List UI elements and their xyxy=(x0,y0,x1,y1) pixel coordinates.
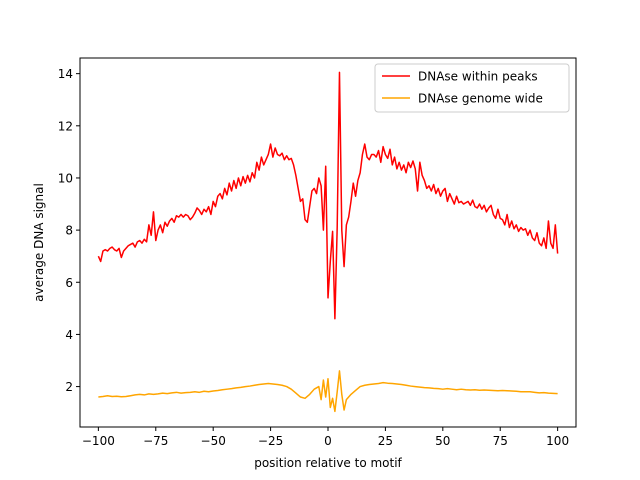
x-tick-label: −100 xyxy=(82,434,115,448)
legend: DNAse within peaks DNAse genome wide xyxy=(374,63,570,113)
x-tick-label: 50 xyxy=(435,434,450,448)
series-line-within-peaks xyxy=(97,71,559,320)
x-tick-label: −25 xyxy=(258,434,283,448)
y-tick-label: 10 xyxy=(58,171,73,185)
y-tick-label: 4 xyxy=(65,328,73,342)
series-line-genome-wide xyxy=(98,370,558,413)
legend-box xyxy=(374,63,570,113)
y-tick-label: 14 xyxy=(58,67,73,81)
y-axis-label: average DNA signal xyxy=(32,183,46,302)
x-tick-label: 100 xyxy=(546,434,569,448)
x-axis-label: position relative to motif xyxy=(254,456,402,470)
y-axis: 2 4 6 8 10 12 14 xyxy=(58,67,80,394)
series-layer xyxy=(97,71,559,413)
y-tick-label: 2 xyxy=(65,380,73,394)
x-tick-label: 25 xyxy=(378,434,393,448)
x-tick-label: −75 xyxy=(143,434,168,448)
x-axis: −100 −75 −50 −25 0 25 50 75 100 xyxy=(82,427,569,448)
legend-label-genome-wide: DNAse genome wide xyxy=(418,92,543,106)
x-tick-label: −50 xyxy=(201,434,226,448)
y-tick-label: 12 xyxy=(58,119,73,133)
y-tick-label: 6 xyxy=(65,276,73,290)
x-tick-label: 75 xyxy=(493,434,508,448)
x-tick-label: 0 xyxy=(324,434,332,448)
legend-label-within-peaks: DNAse within peaks xyxy=(418,70,538,84)
y-tick-label: 8 xyxy=(65,224,73,238)
